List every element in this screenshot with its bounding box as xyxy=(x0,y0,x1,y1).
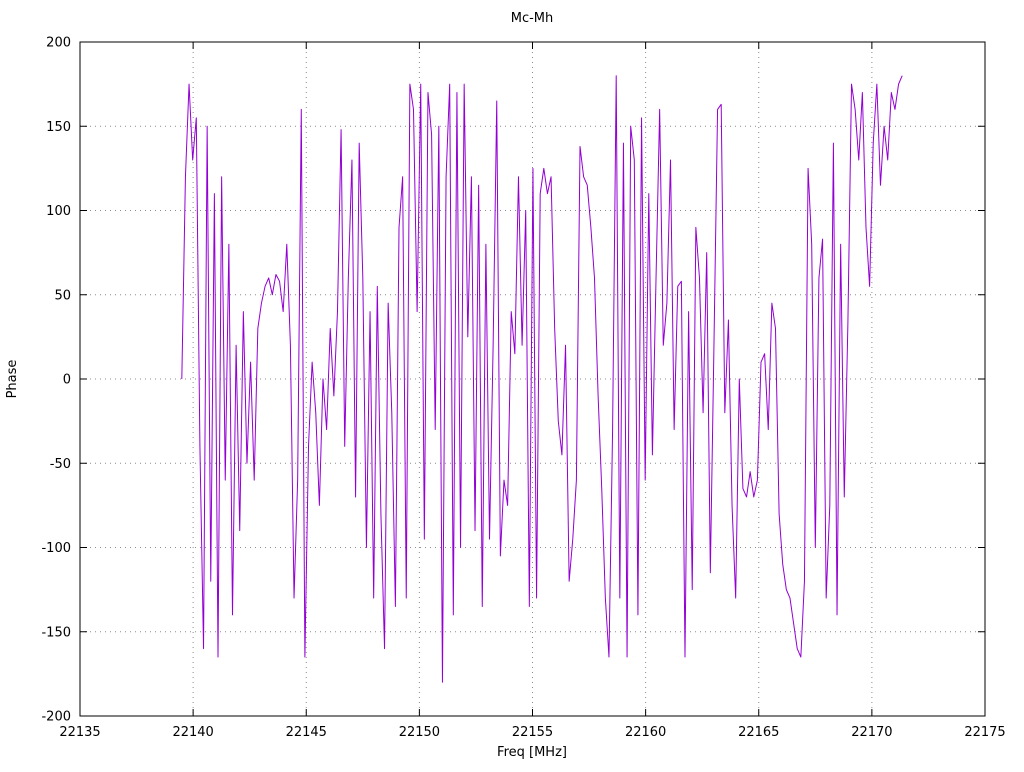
y-tick-label: -150 xyxy=(41,625,71,640)
x-tick-label: 22140 xyxy=(172,725,213,740)
y-tick-label: 200 xyxy=(46,36,71,51)
y-tick-label: -100 xyxy=(41,541,71,556)
y-tick-label: 150 xyxy=(46,120,71,135)
x-tick-label: 22175 xyxy=(964,725,1005,740)
x-tick-label: 22160 xyxy=(625,725,666,740)
chart-title: Mc-Mh xyxy=(511,11,554,26)
x-tick-label: 22135 xyxy=(59,725,100,740)
y-tick-label: -50 xyxy=(50,457,71,472)
x-tick-label: 22170 xyxy=(851,725,892,740)
y-tick-label: 100 xyxy=(46,204,71,219)
plot-border xyxy=(79,41,986,717)
ticks-layer: 22135 22140 22145 22150 22155 22160 22165 22170… xyxy=(41,36,1005,741)
y-tick-label: 0 xyxy=(63,373,71,388)
x-tick-label: 22145 xyxy=(286,725,327,740)
y-tick-label: -200 xyxy=(41,710,71,725)
x-axis-label: Freq [MHz] xyxy=(497,745,567,760)
phase-trace xyxy=(181,75,903,683)
x-tick-label: 22165 xyxy=(738,725,779,740)
x-tick-label: 22155 xyxy=(512,725,553,740)
y-tick-label: 50 xyxy=(54,288,71,303)
x-tick-label: 22150 xyxy=(399,725,440,740)
y-axis-label: Phase xyxy=(5,360,20,399)
data-layer xyxy=(181,75,903,683)
